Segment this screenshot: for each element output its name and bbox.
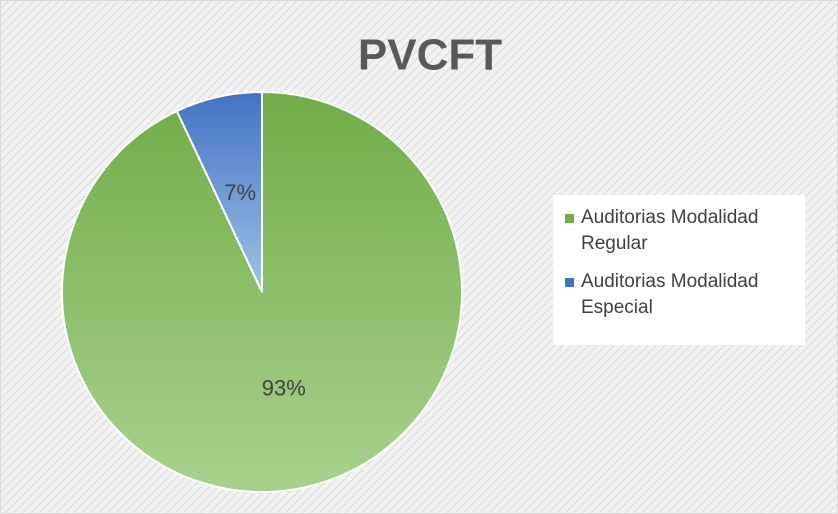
legend-entry: Auditorias Modalidad Regular (565, 205, 793, 257)
legend-label: Auditorias Modalidad Regular (581, 207, 759, 254)
legend-swatch (565, 278, 574, 287)
chart-title: PVCFT (358, 31, 502, 80)
legend-entry: Auditorias Modalidad Especial (565, 269, 793, 321)
data-label: 93% (262, 375, 306, 400)
legend-swatch (565, 214, 574, 223)
legend-label: Auditorias Modalidad Especial (581, 271, 759, 318)
pie-slice (175, 90, 263, 293)
data-label: 7% (224, 180, 256, 205)
legend: Auditorias Modalidad Regular Auditorias M… (553, 195, 805, 345)
